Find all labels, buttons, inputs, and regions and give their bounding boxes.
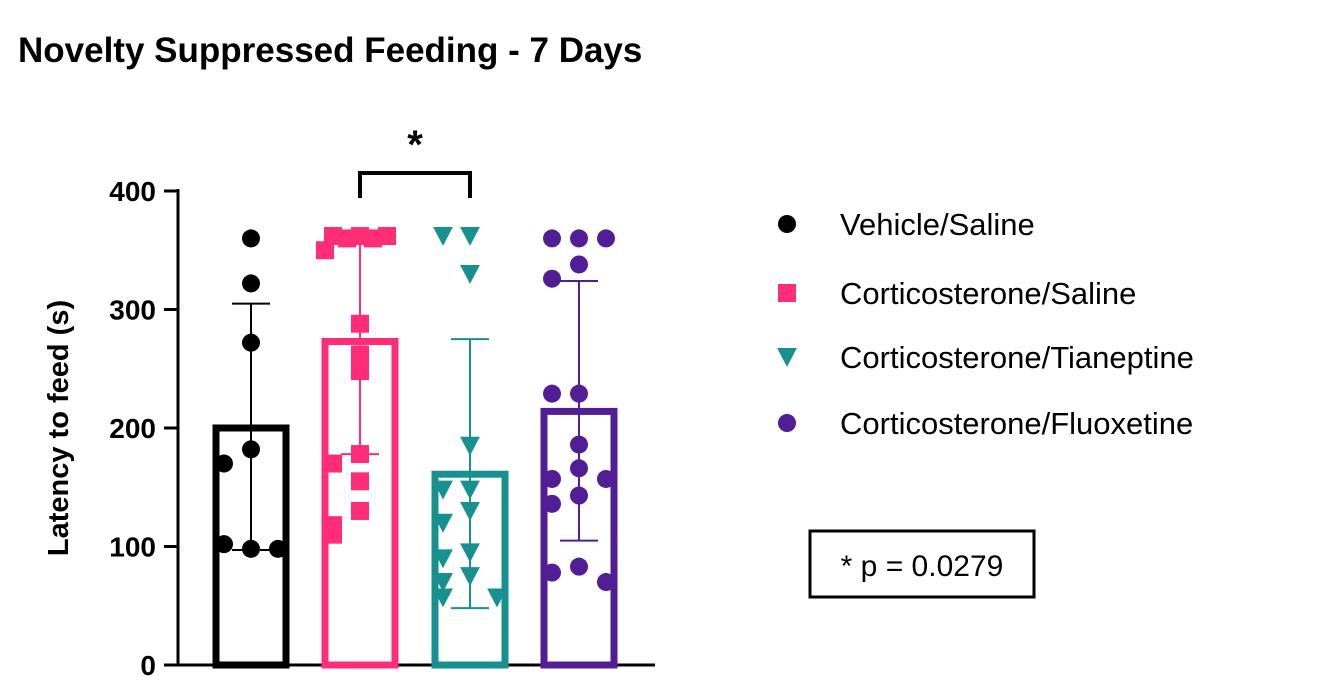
data-point [460,227,480,246]
data-point [570,459,588,478]
y-tick-label: 400 [109,176,156,207]
legend-label: Corticosterone/Fluoxetine [840,406,1193,441]
data-point [460,567,480,587]
data-point [324,227,342,246]
chart-title: Novelty Suppressed Feeding - 7 Days [18,31,642,70]
data-point [215,454,233,473]
data-point [242,440,260,459]
data-point [215,535,233,554]
p-value-annotation: * p = 0.0279 [841,550,1004,583]
data-point [433,573,453,592]
data-point [597,229,615,248]
data-point [460,501,480,521]
data-point [460,480,480,500]
data-point [242,333,260,352]
significance-star: * [407,123,423,167]
data-point [338,229,356,248]
y-axis-label: Latency to feed (s) [43,300,75,556]
data-point [351,314,369,333]
data-point [364,229,382,248]
data-point [242,274,260,293]
legend-marker [778,215,796,233]
data-point [433,227,453,246]
data-point [570,486,588,505]
data-point [378,227,396,246]
data-point [433,549,453,569]
data-point [543,563,561,582]
legend-label: Corticosterone/Saline [840,276,1136,311]
data-point [570,229,588,248]
y-tick-label: 0 [140,650,156,681]
significance-bracket [358,171,472,198]
data-point [351,445,369,464]
data-point [242,229,260,248]
y-tick-label: 300 [109,295,156,326]
data-point [433,513,453,533]
data-point [543,229,561,248]
data-point [433,480,453,500]
y-tick-label: 200 [109,413,156,444]
data-point [570,557,588,576]
data-point [351,362,369,381]
legend-marker [778,284,796,302]
data-point [570,384,588,403]
legend-label: Corticosterone/Tianeptine [840,340,1194,375]
data-point [543,384,561,403]
data-point [433,588,453,608]
data-point [324,454,342,473]
data-point [543,469,561,488]
y-tick-label: 100 [109,532,156,563]
data-point [570,435,588,454]
data-point [242,539,260,558]
data-point [570,255,588,274]
data-point [316,241,334,260]
data-point [597,469,615,488]
data-point [543,269,561,288]
data-point [597,573,615,592]
data-point [460,543,480,563]
data-point [324,525,342,544]
data-point [351,501,369,520]
data-point [351,472,369,491]
data-point [543,494,561,513]
annotation-box [808,529,1036,599]
legend-label: Vehicle/Saline [840,207,1035,242]
legend-marker [778,414,796,432]
data-point [460,264,480,284]
data-point [487,588,507,608]
data-point [460,436,480,456]
data-point [269,539,287,558]
data-point [351,345,369,364]
legend-marker [777,348,797,367]
